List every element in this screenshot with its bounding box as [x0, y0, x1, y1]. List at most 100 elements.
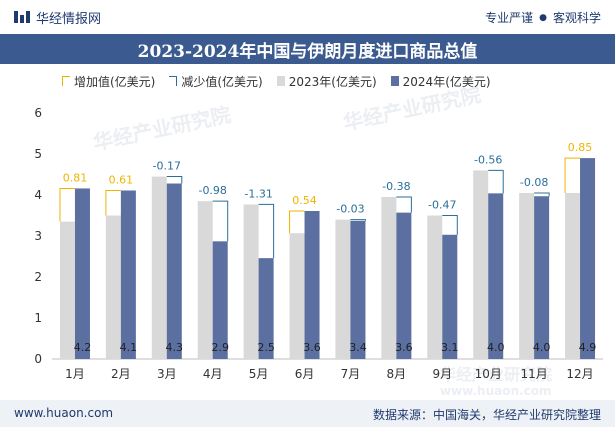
change-label: -0.17	[153, 160, 181, 173]
y-tick-label: 5	[34, 147, 42, 161]
legend-swatch-decrease	[169, 76, 178, 86]
x-tick-label: 8月	[387, 367, 407, 381]
y-tick-label: 1	[34, 311, 42, 325]
x-tick-label: 10月	[475, 367, 502, 381]
bar-2024	[396, 212, 412, 359]
data-label-2024: 4.0	[487, 341, 505, 354]
x-tick-label: 12月	[566, 367, 593, 381]
x-tick-label: 11月	[520, 367, 547, 381]
change-bracket	[442, 215, 458, 235]
tagline: 专业严谨 ● 客观科学	[485, 9, 601, 26]
change-label: 0.85	[568, 141, 593, 154]
data-label-2024: 4.1	[120, 341, 138, 354]
change-label: -0.56	[474, 153, 502, 166]
data-label-2024: 3.4	[349, 341, 367, 354]
y-tick-label: 3	[34, 229, 42, 243]
x-tick-label: 5月	[249, 367, 269, 381]
x-tick-label: 9月	[432, 367, 452, 381]
watermark-url: www.huaon.com	[440, 384, 551, 398]
bar-2024	[580, 158, 596, 359]
change-label: -0.08	[520, 176, 548, 189]
tagline-right: 客观科学	[552, 11, 601, 25]
change-bracket	[289, 210, 305, 234]
legend-label-2023: 2023年(亿美元)	[288, 74, 377, 89]
bar-2023	[105, 215, 121, 359]
x-tick-label: 6月	[295, 367, 315, 381]
bar-2024	[74, 188, 90, 359]
change-bracket	[166, 176, 183, 184]
legend-label-2024: 2024年(亿美元)	[402, 74, 491, 89]
bar-2024	[120, 190, 136, 359]
bar-2023	[289, 233, 305, 359]
data-label-2024: 2.5	[257, 341, 275, 354]
bar-2023	[427, 215, 443, 359]
change-label: 0.54	[292, 194, 317, 207]
data-label-2024: 2.9	[211, 341, 229, 354]
bar-2024	[534, 196, 550, 359]
bar-2023	[151, 176, 167, 359]
x-tick-label: 7月	[341, 367, 361, 381]
footer-url[interactable]: www.huaon.com	[14, 406, 114, 420]
change-bracket	[212, 200, 229, 242]
legend-item-2023: 2023年(亿美元)	[276, 73, 377, 90]
footer-source: 数据来源：中国海关，华经产业研究院整理	[372, 408, 601, 422]
change-bracket	[534, 192, 550, 197]
x-tick-label: 4月	[203, 367, 223, 381]
legend-label-decrease: 减少值(亿美元)	[181, 74, 263, 89]
data-label-2024: 3.6	[303, 341, 321, 354]
y-tick-label: 4	[34, 188, 42, 202]
bar-2023	[565, 192, 581, 359]
change-bracket	[396, 196, 412, 213]
legend-item-increase: 增加值(亿美元)	[62, 73, 155, 90]
data-label-2024: 4.0	[533, 341, 551, 354]
bar-2024	[350, 220, 366, 359]
data-label-2024: 4.3	[166, 341, 184, 354]
change-bracket	[105, 189, 121, 216]
change-bracket	[350, 219, 366, 221]
tagline-left: 专业严谨	[485, 11, 534, 25]
bar-2024	[166, 183, 182, 359]
brand[interactable]: 华经情报网	[14, 8, 102, 27]
legend-item-2024: 2024年(亿美元)	[390, 73, 491, 90]
bar-2023	[473, 170, 489, 359]
data-label-2024: 4.9	[579, 341, 597, 354]
x-tick-label: 1月	[65, 367, 85, 381]
change-bracket	[488, 169, 504, 194]
data-label-2024: 4.2	[74, 341, 92, 354]
bar-2024	[304, 210, 320, 359]
bar-2023	[335, 219, 351, 359]
brand-logo-icon	[14, 11, 30, 23]
y-tick-label: 2	[34, 270, 42, 284]
bar-2024	[442, 234, 458, 359]
change-label: -0.03	[336, 203, 364, 216]
legend-swatch-2023	[276, 76, 285, 86]
watermark-text: 华经产业研究院	[440, 365, 552, 384]
chart-legend: 增加值(亿美元) 减少值(亿美元) 2023年(亿美元) 2024年(亿美元)	[62, 72, 491, 90]
legend-swatch-2024	[390, 76, 399, 86]
tagline-separator: ●	[539, 12, 547, 23]
header-bar: 华经情报网 专业严谨 ● 客观科学	[0, 0, 615, 34]
change-label: 0.81	[63, 171, 88, 184]
x-tick-label: 3月	[157, 367, 177, 381]
brand-name: 华经情报网	[36, 11, 102, 27]
chart-title: 2023-2024年中国与伊朗月度进口商品总值	[0, 34, 615, 64]
bar-2024	[258, 258, 274, 359]
watermark-text: 华经产业研究院	[91, 102, 233, 155]
data-label-2024: 3.1	[441, 341, 459, 354]
legend-label-increase: 增加值(亿美元)	[74, 74, 156, 89]
bar-2023	[197, 201, 213, 359]
bar-2023	[59, 221, 75, 359]
bar-2023	[243, 204, 259, 359]
change-label: -1.31	[244, 187, 272, 200]
change-label: 0.61	[109, 173, 134, 186]
bar-2023	[381, 197, 397, 359]
change-label: -0.47	[428, 199, 456, 212]
x-tick-label: 2月	[111, 367, 131, 381]
bar-2024	[488, 193, 504, 359]
change-bracket	[564, 157, 581, 193]
legend-swatch-increase	[62, 76, 70, 86]
watermark-text: 华经产业研究院	[341, 82, 483, 135]
change-label: -0.98	[198, 184, 226, 197]
change-bracket	[258, 203, 275, 259]
